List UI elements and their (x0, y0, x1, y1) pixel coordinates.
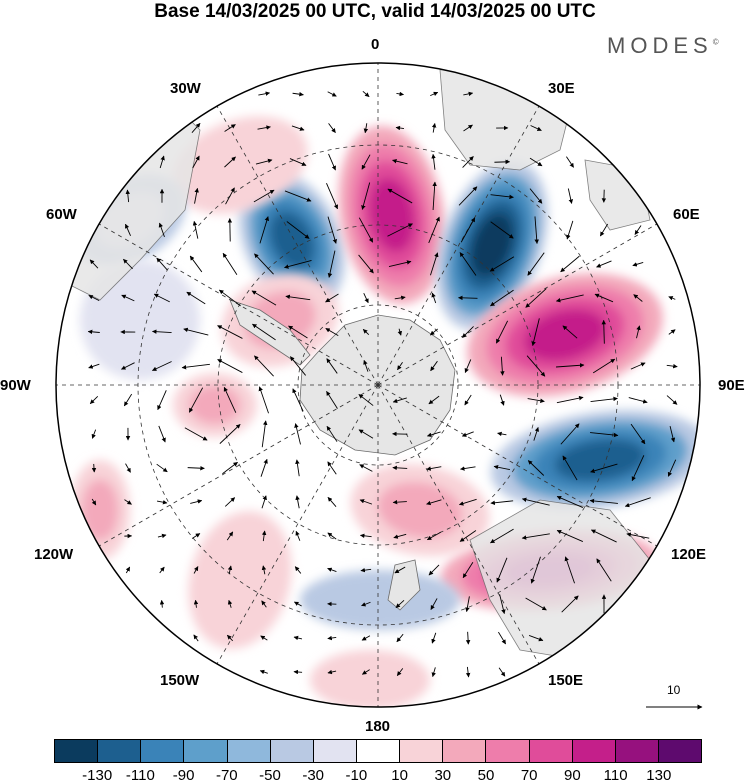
polar-stereographic-map (0, 0, 750, 735)
lon-label-120e: 120E (671, 546, 706, 563)
colorbar-swatch (659, 740, 701, 762)
colorbar-tick-label: -10 (346, 767, 368, 784)
anomaly-region (70, 460, 130, 560)
wind-arrow (494, 162, 509, 163)
colorbar-swatch (357, 740, 400, 762)
colorbar-tick-label: 50 (478, 767, 495, 784)
colorbar-swatch (141, 740, 184, 762)
lon-label-90e: 90E (718, 377, 745, 394)
colorbar-tick-label: 110 (604, 767, 628, 784)
anomaly-contour (310, 650, 430, 710)
colorbar-ticks: -130 -110 -90 -70 -50 -30 -10 10 30 50 70 90 110 130 (54, 767, 702, 783)
lon-label-150w: 150W (160, 672, 199, 689)
colorbar-swatch (486, 740, 529, 762)
colorbar-tick-label: -110 (126, 767, 155, 784)
lon-label-180: 180 (365, 718, 390, 735)
lon-label-0: 0 (371, 36, 379, 53)
colorbar-swatch (573, 740, 616, 762)
colorbar-tick-label: -90 (173, 767, 195, 784)
anomaly-contour (82, 480, 119, 541)
lon-label-30e: 30E (548, 80, 575, 97)
lon-label-30w: 30W (170, 80, 201, 97)
vector-scale-label: 10 (667, 683, 680, 697)
colorbar-swatch (271, 740, 314, 762)
colorbar-swatch (530, 740, 573, 762)
colorbar-tick-label: 90 (564, 767, 581, 784)
colorbar-swatch (314, 740, 357, 762)
wind-arrow (458, 298, 477, 299)
wind-arrow (94, 464, 95, 472)
lon-label-150e: 150E (548, 672, 583, 689)
colorbar-tick-label: -70 (216, 767, 238, 784)
anomaly-contour (189, 385, 240, 424)
colorbar-swatch (228, 740, 271, 762)
lon-label-60w: 60W (46, 206, 77, 223)
colorbar-swatch (184, 740, 227, 762)
colorbar-tick-label: -30 (302, 767, 324, 784)
colorbar-tick-label: 70 (521, 767, 538, 784)
colorbar-tick-label: 10 (391, 767, 408, 784)
colorbar-swatch (98, 740, 141, 762)
colorbar-swatch (443, 740, 486, 762)
colorbar (54, 739, 702, 763)
colorbar-swatch (400, 740, 443, 762)
anomaly-region (310, 650, 430, 710)
colorbar-swatch (616, 740, 659, 762)
colorbar-tick-label: -50 (259, 767, 281, 784)
anomaly-region (173, 373, 257, 437)
lon-label-90w: 90W (0, 377, 31, 394)
lon-label-120w: 120W (34, 546, 73, 563)
colorbar-tick-label: -130 (82, 767, 112, 784)
colorbar-swatch (55, 740, 98, 762)
colorbar-tick-label: 30 (434, 767, 451, 784)
colorbar-tick-label: 130 (646, 767, 671, 784)
lon-label-60e: 60E (673, 206, 700, 223)
